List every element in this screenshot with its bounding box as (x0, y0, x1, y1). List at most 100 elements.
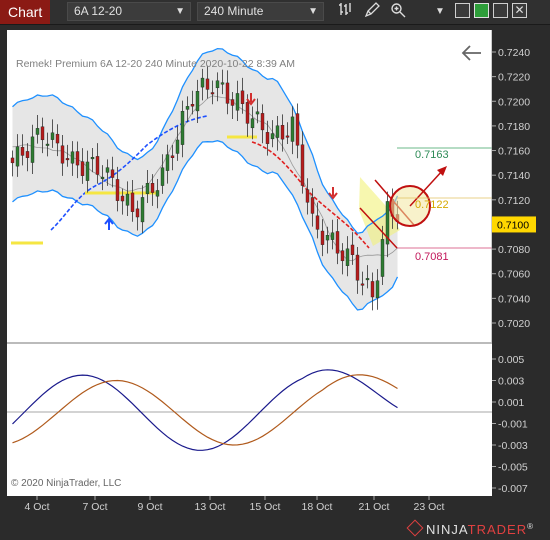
zoom-icon[interactable] (388, 2, 408, 21)
down-arrow-icon (328, 187, 338, 200)
candle-body (245, 102, 250, 124)
candle-body (285, 135, 290, 138)
candle-body (255, 111, 260, 115)
candle-body (310, 197, 315, 214)
candle-body (320, 230, 325, 245)
lower-target-label: 0.7081 (415, 251, 449, 263)
candle-body (345, 248, 350, 266)
chevron-down-icon: ▼ (175, 6, 185, 17)
candle-body (210, 92, 215, 95)
instrument-selector[interactable]: 6A 12-20 ▼ (67, 2, 191, 21)
brand-name: NINJA (426, 522, 468, 537)
restore-window-button[interactable] (455, 3, 470, 18)
candle-body (150, 183, 155, 193)
candle-body (270, 133, 275, 140)
date-tick-label: 21 Oct (359, 501, 390, 513)
candle-body (295, 113, 300, 146)
candle-body (155, 190, 160, 197)
chart-tab[interactable]: Chart (0, 0, 50, 24)
bars-style-icon[interactable] (336, 2, 354, 21)
candle-body (330, 232, 335, 240)
brand-mark: ® (527, 522, 534, 531)
candle-body (175, 139, 180, 154)
interval-label: 240 Minute (204, 4, 264, 18)
candle-body (190, 104, 195, 107)
close-window-button[interactable]: ✕ (512, 3, 527, 18)
candle-body (160, 167, 165, 186)
candle-body (75, 151, 80, 166)
red-trend-line (251, 141, 370, 249)
candle-body (20, 147, 25, 156)
channel-upper-line (359, 207, 398, 249)
candle-body (60, 145, 65, 164)
green-window-button[interactable] (474, 3, 489, 18)
candle-body (30, 136, 35, 163)
candle-body (70, 151, 75, 164)
chart-toolbar: Chart 6A 12-20 ▼ 240 Minute ▼ ▼ ✕ (0, 0, 550, 25)
candle-body (340, 250, 345, 262)
bottom-brand-bar: NINJATRADER® (0, 518, 550, 540)
instrument-label: 6A 12-20 (74, 4, 123, 18)
candle-body (80, 161, 85, 176)
pattern-highlight (359, 177, 400, 246)
chart-panel[interactable]: 0.7163 0.7122 0.7081 Remek! Premium 6A 1… (7, 30, 493, 496)
date-tick-label: 18 Oct (302, 501, 333, 513)
candle-body (235, 93, 240, 111)
candle-body (225, 82, 230, 104)
candle-body (290, 116, 295, 142)
candle-body (25, 151, 30, 158)
price-tick-label: 0.7120 (498, 195, 530, 207)
brand-name-accent: TRADER (467, 522, 528, 537)
back-arrow-icon[interactable] (461, 45, 481, 61)
candle-body (65, 158, 70, 161)
price-tick-label: 0.7140 (498, 170, 530, 182)
candle-body (165, 154, 170, 171)
oscillator-tick-label: 0.001 (498, 397, 524, 409)
candle-body (205, 78, 210, 90)
price-tick-label: 0.7160 (498, 146, 530, 158)
candle-body (100, 176, 105, 179)
price-tick-label: 0.7080 (498, 244, 530, 256)
mid-target-label: 0.7122 (415, 199, 449, 211)
candle-body (375, 280, 380, 299)
candle-body (40, 126, 45, 141)
date-axis: 4 Oct 7 Oct 9 Oct 13 Oct 15 Oct 18 Oct 21 Oct 2… (24, 496, 445, 513)
candle-body (170, 155, 175, 158)
candle-body (95, 156, 100, 175)
candle-body (180, 111, 185, 145)
date-tick-label: 23 Oct (414, 501, 445, 513)
candle-body (385, 201, 390, 245)
upper-target-label: 0.7163 (415, 149, 449, 161)
candle-body (140, 197, 145, 223)
brand-logo: NINJATRADER® (406, 519, 534, 537)
date-tick-label: 13 Oct (195, 501, 226, 513)
candle-body (50, 132, 55, 140)
date-tick-label: 9 Oct (137, 501, 162, 513)
drawing-tool-icon[interactable] (362, 2, 382, 21)
candle-body (15, 146, 20, 167)
candle-body (120, 195, 125, 202)
candle-body (265, 132, 270, 144)
candle-body (360, 283, 365, 286)
maximize-window-button[interactable] (493, 3, 508, 18)
candle-body (380, 239, 385, 277)
dropdown-chevron-icon[interactable]: ▼ (435, 6, 445, 17)
price-tick-label: 0.7060 (498, 269, 530, 281)
interval-selector[interactable]: 240 Minute ▼ (197, 2, 324, 21)
up-arrow-icon (104, 217, 114, 230)
price-tick-label: 0.7220 (498, 72, 530, 84)
oscillator-tick-label: -0.005 (498, 462, 528, 474)
chart-header-info: Remek! Premium 6A 12-20 240 Minute 2020-… (16, 58, 295, 70)
price-tick-label: 0.7040 (498, 293, 530, 305)
current-price-box (492, 216, 536, 233)
oscillator-tick-label: 0.003 (498, 376, 524, 388)
candle-body (215, 80, 220, 89)
candle-body (355, 254, 360, 281)
chart-canvas[interactable]: 0.7163 0.7122 0.7081 Remek! Premium 6A 1… (7, 30, 493, 496)
candle-body (365, 278, 370, 281)
candlestick-series (10, 65, 400, 311)
candle-body (125, 193, 130, 206)
candle-body (335, 231, 340, 254)
candle-body (115, 179, 120, 201)
oscillator-tick-label: 0.005 (498, 354, 524, 366)
